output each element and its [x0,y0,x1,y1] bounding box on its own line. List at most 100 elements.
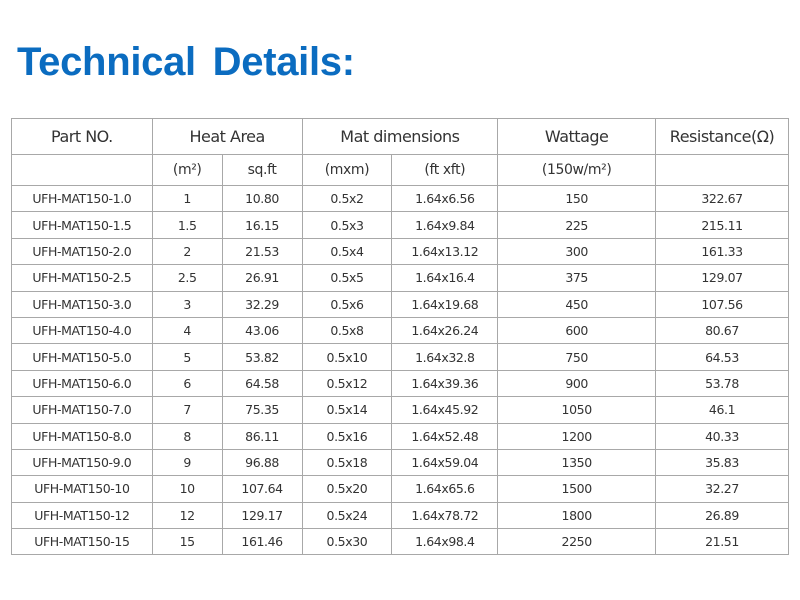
table-cell: UFH-MAT150-2.0 [11,237,153,266]
table-cell: 1.64x9.84 [391,211,499,239]
table-cell: UFH-MAT150-15 [11,528,153,556]
table-cell: 43.06 [221,316,303,345]
table-cell: 15 [151,528,223,556]
subheader-cell [655,154,789,186]
table-cell: 0.5x2 [301,184,393,213]
table-row: UFH-MAT150-10 10 107.64 0.5x20 1.64x65.6 1500… [11,475,789,503]
table-row: UFH-MAT150-7.0 7 75.35 0.5x14 1.64x45.92 1050… [11,396,789,424]
subheader-cell: (150w/m²) [497,154,657,186]
table-cell: 1.64x6.56 [391,184,499,213]
table-cell: 0.5x4 [301,237,393,266]
subheader-cell: (ft xft) [391,154,499,186]
table-cell: UFH-MAT150-8.0 [11,422,153,450]
table-cell: 129.17 [221,501,303,530]
table-cell: 1.64x52.48 [391,422,499,450]
table-row: UFH-MAT150-2.5 2.5 26.91 0.5x5 1.64x16.4 375 1… [11,264,789,292]
subheader-cell: sq.ft [221,154,303,186]
table-row: UFH-MAT150-5.0 5 53.82 0.5x10 1.64x32.8 750 64… [11,343,789,371]
table-cell: 10.80 [221,184,303,213]
table-cell: 0.5x10 [301,343,393,371]
table-cell: 53.78 [655,369,789,398]
table-row: UFH-MAT150-6.0 6 64.58 0.5x12 1.64x39.36 900 5… [11,369,789,398]
table-cell: UFH-MAT150-6.0 [11,369,153,398]
table-cell: UFH-MAT150-5.0 [11,343,153,371]
table-cell: 7 [151,396,223,424]
table-cell: 0.5x6 [301,290,393,318]
table-cell: 150 [497,184,657,213]
table-cell: 2.5 [151,264,223,292]
page-title: Technical Details: [17,40,355,84]
table-cell: 96.88 [221,448,303,477]
table-cell: UFH-MAT150-1.0 [11,184,153,213]
table-cell: 215.11 [655,211,789,239]
table-row: UFH-MAT150-1.5 1.5 16.15 0.5x3 1.64x9.84 225 2… [11,211,789,239]
header-resistance: Resistance(Ω) [655,118,789,155]
table-cell: UFH-MAT150-9.0 [11,448,153,477]
table-row: UFH-MAT150-8.0 8 86.11 0.5x16 1.64x52.48 1200… [11,422,789,450]
header-heat-area: Heat Area [151,118,303,155]
table-cell: 26.89 [655,501,789,530]
table-cell: 0.5x12 [301,369,393,398]
table-cell: 1.64x98.4 [391,528,499,556]
table-cell: 64.53 [655,343,789,371]
table-cell: 1 [151,184,223,213]
table-cell: 1.64x13.12 [391,237,499,266]
table-cell: 1.64x16.4 [391,264,499,292]
table-cell: 375 [497,264,657,292]
table-cell: 16.15 [221,211,303,239]
table-cell: 161.46 [221,528,303,556]
subheader-cell [11,154,153,186]
table-cell: 40.33 [655,422,789,450]
table-cell: 1200 [497,422,657,450]
table-cell: 1.64x59.04 [391,448,499,477]
table-cell: UFH-MAT150-12 [11,501,153,530]
header-part-no: Part NO. [11,118,153,155]
table-cell: 1.64x65.6 [391,475,499,503]
table-cell: 10 [151,475,223,503]
table-cell: UFH-MAT150-4.0 [11,316,153,345]
table-cell: 86.11 [221,422,303,450]
table-cell: UFH-MAT150-2.5 [11,264,153,292]
table-cell: 32.29 [221,290,303,318]
table-cell: 6 [151,369,223,398]
table-cell: 2250 [497,528,657,556]
table-cell: 0.5x16 [301,422,393,450]
table-cell: 600 [497,316,657,345]
table-cell: 32.27 [655,475,789,503]
table-cell: 225 [497,211,657,239]
table-cell: 900 [497,369,657,398]
table-cell: 1500 [497,475,657,503]
table-cell: UFH-MAT150-7.0 [11,396,153,424]
table-cell: 450 [497,290,657,318]
table-cell: 0.5x14 [301,396,393,424]
table-cell: 0.5x8 [301,316,393,345]
table-cell: 26.91 [221,264,303,292]
table-cell: 1350 [497,448,657,477]
header-mat-dimensions: Mat dimensions [301,118,499,155]
table-row: UFH-MAT150-12 12 129.17 0.5x24 1.64x78.72 180… [11,501,789,530]
table-cell: 1.64x26.24 [391,316,499,345]
table-cell: UFH-MAT150-1.5 [11,211,153,239]
table-row: UFH-MAT150-2.0 2 21.53 0.5x4 1.64x13.12 300 16… [11,237,789,266]
table-cell: 2 [151,237,223,266]
table-cell: 1.64x32.8 [391,343,499,371]
table-cell: 9 [151,448,223,477]
table-cell: 21.51 [655,528,789,556]
header-wattage: Wattage [497,118,657,155]
table-cell: 21.53 [221,237,303,266]
table-cell: 0.5x18 [301,448,393,477]
table-cell: 1800 [497,501,657,530]
subheader-cell: (mxm) [301,154,393,186]
table-row: UFH-MAT150-1.0 1 10.80 0.5x2 1.64x6.56 150 322… [11,184,789,213]
table-cell: 0.5x5 [301,264,393,292]
table-cell: 1.64x78.72 [391,501,499,530]
table-row: UFH-MAT150-4.0 4 43.06 0.5x8 1.64x26.24 600 80… [11,316,789,345]
subheader-cell: (m²) [151,154,223,186]
table-cell: 0.5x30 [301,528,393,556]
table-cell: 3 [151,290,223,318]
table-cell: 53.82 [221,343,303,371]
table-cell: 4 [151,316,223,345]
table-cell: 12 [151,501,223,530]
table-cell: 0.5x3 [301,211,393,239]
table-cell: 107.56 [655,290,789,318]
